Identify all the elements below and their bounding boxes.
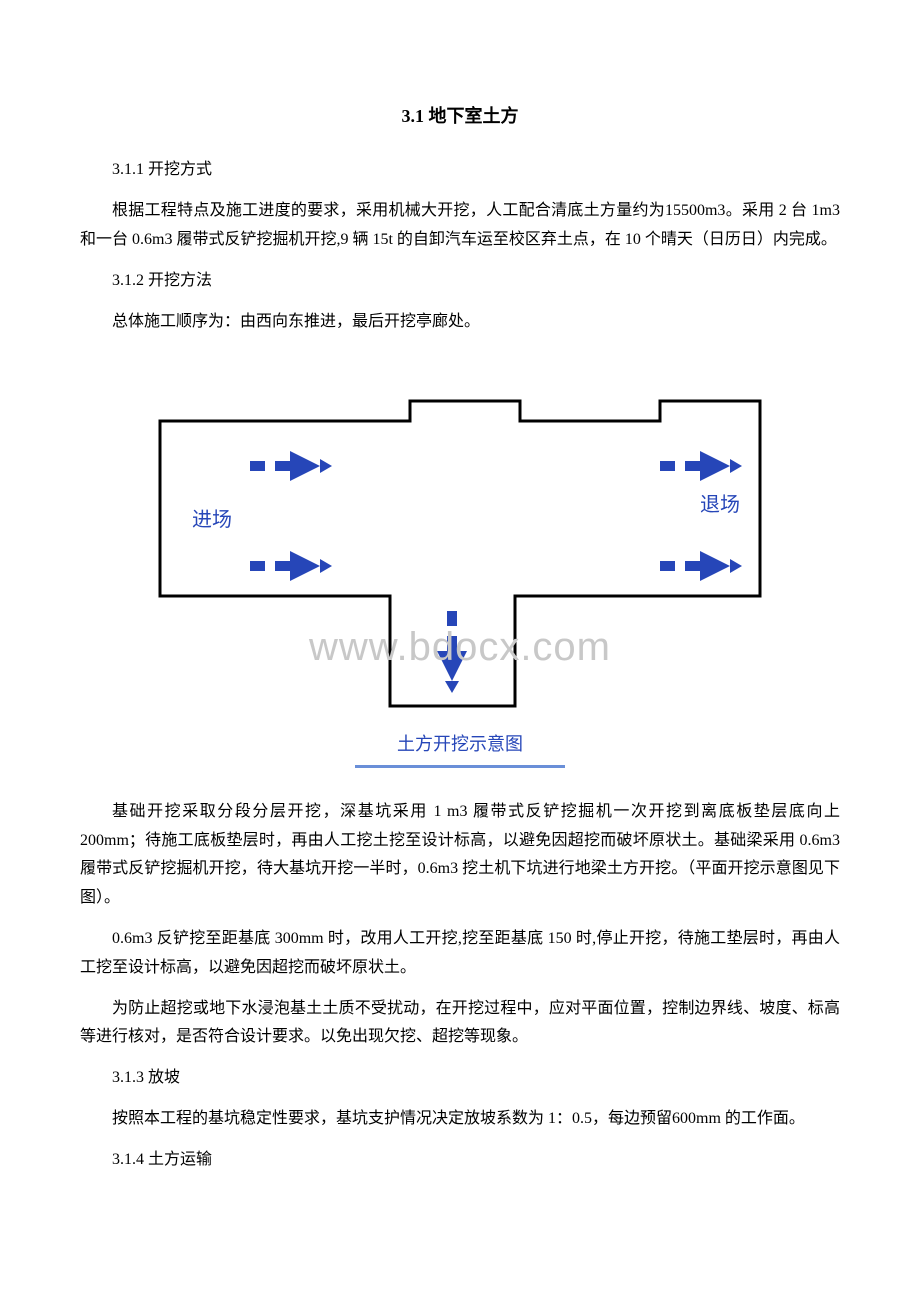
section-title: 3.1 地下室土方 [80, 100, 840, 132]
exit-label: 退场 [700, 493, 740, 516]
subheading-312: 3.1.2 开挖方法 [80, 267, 840, 296]
arrow-right-top [660, 451, 742, 481]
paragraph-312-1: 总体施工顺序为：由西向东推进，最后开挖亭廊处。 [80, 308, 840, 337]
subheading-314: 3.1.4 土方运输 [80, 1146, 840, 1175]
arrow-right-bottom [660, 551, 742, 581]
arrow-left-bottom [250, 551, 332, 581]
paragraph-312-4: 为防止超挖或地下水浸泡基土土质不受扰动，在开挖过程中，应对平面位置，控制边界线、… [80, 995, 840, 1053]
paragraph-311-1: 根据工程特点及施工进度的要求，采用机械大开挖，人工配合清底土方量约为15500m… [80, 197, 840, 255]
arrow-left-top [250, 451, 332, 481]
paragraph-313-1: 按照本工程的基坑稳定性要求，基坑支护情况决定放坡系数为 1：0.5，每边预留60… [80, 1105, 840, 1134]
subheading-313: 3.1.3 放坡 [80, 1064, 840, 1093]
excavation-diagram: www.bdocx.com 进场 退场 [120, 366, 800, 767]
enter-label: 进场 [192, 508, 232, 531]
subheading-311: 3.1.1 开挖方式 [80, 156, 840, 185]
caption-underline [355, 765, 565, 768]
diagram-caption: 土方开挖示意图 [120, 728, 800, 760]
diagram-svg: 进场 退场 [120, 366, 800, 716]
paragraph-312-2: 基础开挖采取分段分层开挖，深基坑采用 1 m3 履带式反铲挖掘机一次开挖到离底板… [80, 798, 840, 913]
paragraph-312-3: 0.6m3 反铲挖至距基底 300mm 时，改用人工开挖,挖至距基底 150 时… [80, 925, 840, 983]
arrow-center-down [437, 611, 467, 693]
